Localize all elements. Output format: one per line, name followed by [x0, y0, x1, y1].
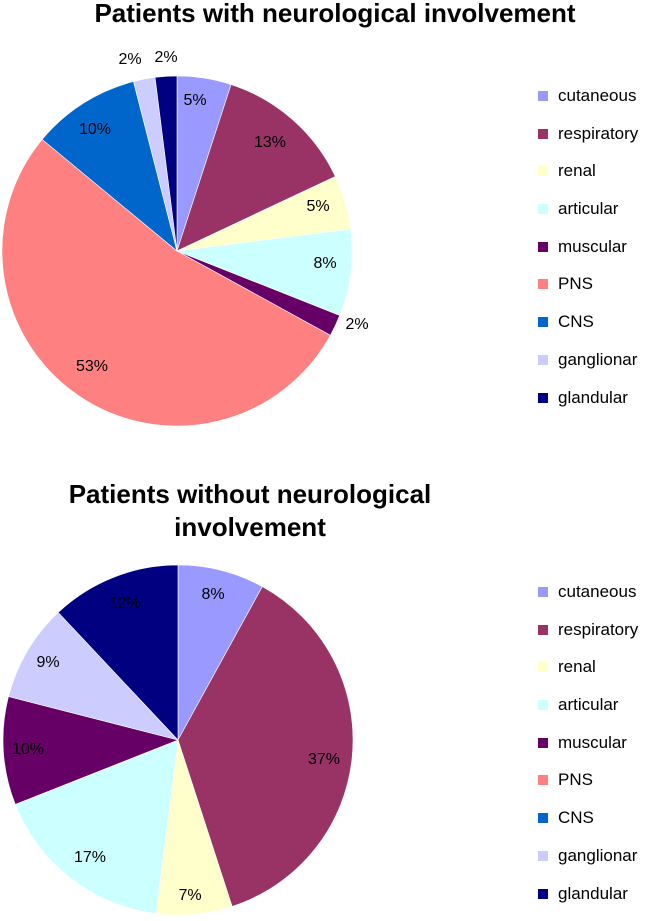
legend-label: ganglionar	[558, 845, 638, 865]
data-label-cns: 10%	[79, 121, 111, 138]
data-label-respiratory: 37%	[308, 751, 340, 768]
legend-item-pns: PNS	[538, 770, 638, 808]
data-label-ganglionar: 2%	[118, 51, 141, 68]
chart-title: Patients without neurological involvemen…	[68, 479, 432, 542]
pie-chart: 5% 13% 5% 8% 2% 53% 10% 2% 2%	[1, 49, 369, 427]
legend-label: ganglionar	[558, 349, 638, 369]
legend-swatch	[538, 241, 548, 252]
legend-item-respiratory: respiratory	[538, 620, 638, 658]
data-label-glandular: 12%	[109, 595, 141, 612]
pie-slice-glandular	[57, 564, 179, 741]
legend-label: renal	[558, 657, 596, 677]
legend-swatch	[538, 587, 548, 597]
pie-slice-ganglionar	[8, 612, 179, 741]
legend-swatch	[538, 737, 548, 748]
legend-item-cns: CNS	[538, 312, 638, 350]
legend: cutaneous respiratory renal articular muscul…	[538, 86, 638, 425]
data-label-pns: 53%	[76, 358, 108, 375]
pie-slice-respiratory	[177, 586, 354, 907]
data-label-cutaneous: 8%	[201, 586, 224, 603]
legend-label: PNS	[558, 274, 593, 294]
data-label-ganglionar: 9%	[36, 654, 59, 671]
data-label-glandular: 2%	[154, 49, 177, 66]
data-label-respiratory: 13%	[254, 134, 286, 151]
legend-item-ganglionar: ganglionar	[538, 350, 638, 388]
legend-label: renal	[558, 161, 596, 181]
chart-with-neurological-involvement: Patients with neurological involvement 5…	[0, 0, 657, 445]
legend-label: articular	[558, 199, 619, 219]
legend-label: respiratory	[558, 619, 639, 639]
data-label-muscular: 2%	[345, 316, 368, 333]
pie-slice-articular	[14, 739, 179, 914]
legend-swatch	[538, 813, 548, 824]
legend-swatch	[538, 775, 548, 786]
legend-label: muscular	[558, 732, 627, 752]
legend-item-cns: CNS	[538, 808, 638, 846]
legend-item-glandular: glandular	[538, 884, 638, 921]
legend: cutaneous respiratory renal articular muscul…	[538, 582, 638, 921]
legend-swatch	[538, 166, 548, 177]
legend-item-cutaneous: cutaneous	[538, 86, 638, 124]
legend-swatch	[538, 317, 548, 328]
legend-label: CNS	[558, 312, 594, 332]
legend-item-cutaneous: cutaneous	[538, 582, 638, 620]
pie-slice-glandular	[154, 75, 178, 252]
legend-swatch	[538, 850, 548, 861]
legend-item-muscular: muscular	[538, 237, 638, 275]
legend-item-muscular: muscular	[538, 733, 638, 771]
legend-item-articular: articular	[538, 199, 638, 237]
legend-swatch	[538, 91, 548, 101]
legend-label: cutaneous	[558, 582, 637, 601]
legend-item-articular: articular	[538, 695, 638, 733]
data-label-articular: 17%	[74, 849, 106, 866]
legend-item-ganglionar: ganglionar	[538, 846, 638, 884]
legend-label: glandular	[558, 387, 628, 407]
pie-slice-pns	[1, 139, 331, 427]
legend-item-renal: renal	[538, 657, 638, 695]
legend-label: articular	[558, 695, 619, 715]
legend-swatch	[538, 204, 548, 215]
pie-slice-muscular	[2, 696, 179, 805]
legend-swatch	[538, 700, 548, 711]
data-label-articular: 8%	[313, 255, 336, 272]
legend-item-glandular: glandular	[538, 388, 638, 426]
legend-swatch	[538, 392, 548, 403]
data-label-muscular: 10%	[12, 741, 44, 758]
pie-chart: 8% 37% 7% 17% 10% 9% 12%	[2, 564, 354, 916]
chart-without-neurological-involvement: Patients without neurological involvemen…	[0, 468, 657, 921]
pie-slice-respiratory	[176, 84, 336, 252]
legend-swatch	[538, 662, 548, 673]
legend-swatch	[538, 888, 548, 899]
legend-label: respiratory	[558, 123, 639, 143]
data-label-cutaneous: 5%	[183, 92, 206, 109]
legend-label: glandular	[558, 883, 628, 903]
legend-item-respiratory: respiratory	[538, 124, 638, 162]
legend-swatch	[538, 624, 548, 635]
legend-label: muscular	[558, 236, 627, 256]
legend-label: CNS	[558, 808, 594, 828]
data-label-renal: 7%	[178, 887, 201, 904]
legend-swatch	[538, 279, 548, 290]
pie-slice-cns	[41, 81, 178, 252]
legend-swatch	[538, 354, 548, 365]
chart-title: Patients with neurological involvement	[94, 0, 576, 28]
data-label-renal: 5%	[306, 198, 329, 215]
legend-label: cutaneous	[558, 86, 637, 105]
legend-label: PNS	[558, 770, 593, 790]
legend-item-pns: PNS	[538, 274, 638, 312]
legend-item-renal: renal	[538, 161, 638, 199]
legend-swatch	[538, 128, 548, 139]
